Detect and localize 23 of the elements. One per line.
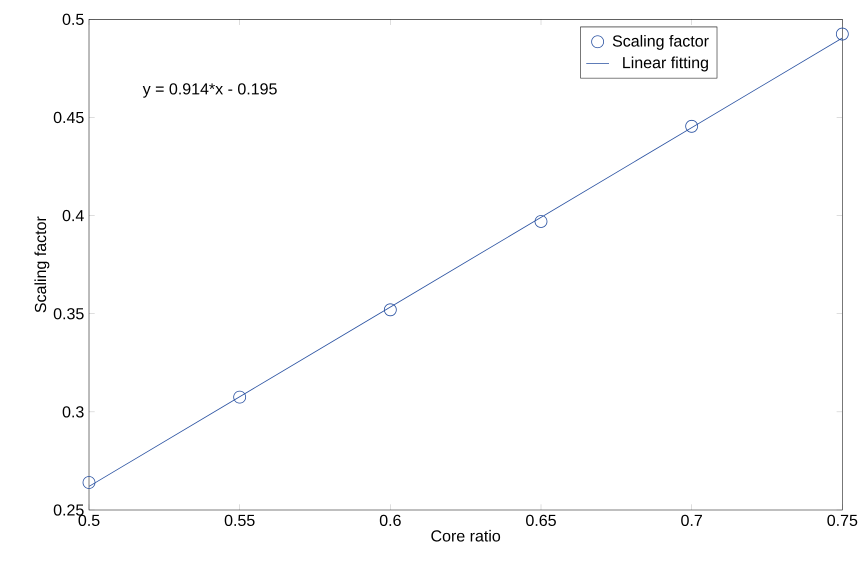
y-tick-label: 0.45 — [54, 112, 84, 124]
x-tick-label: 0.55 — [224, 514, 255, 526]
x-tick-label: 0.7 — [681, 514, 702, 526]
point — [384, 303, 397, 316]
y-tick-label: 0.4 — [62, 210, 84, 222]
x-tick-label: 0.65 — [526, 514, 556, 526]
y-tick-label: 0.5 — [62, 14, 84, 25]
point — [836, 28, 849, 40]
annotation: y = 0.914*x - 0.195 — [142, 83, 277, 98]
point — [534, 215, 548, 228]
x-tick-label: 0.5 — [78, 514, 100, 526]
legend-label: Linear fitting — [623, 56, 708, 72]
x-tick-label: 0.6 — [380, 514, 401, 526]
point — [685, 120, 698, 133]
y-tick-label: 0.25 — [54, 504, 84, 516]
y-tick-label: 0.3 — [62, 406, 84, 418]
point — [233, 390, 246, 404]
x-tick-label: 0.75 — [827, 514, 858, 526]
x-axis-title: Core ratio — [431, 530, 500, 542]
legend-label: Scaling factor — [612, 34, 709, 50]
y-tick-label: 0.35 — [54, 308, 84, 320]
y-axis-title: Scaling factor — [34, 216, 50, 312]
point — [82, 476, 96, 489]
